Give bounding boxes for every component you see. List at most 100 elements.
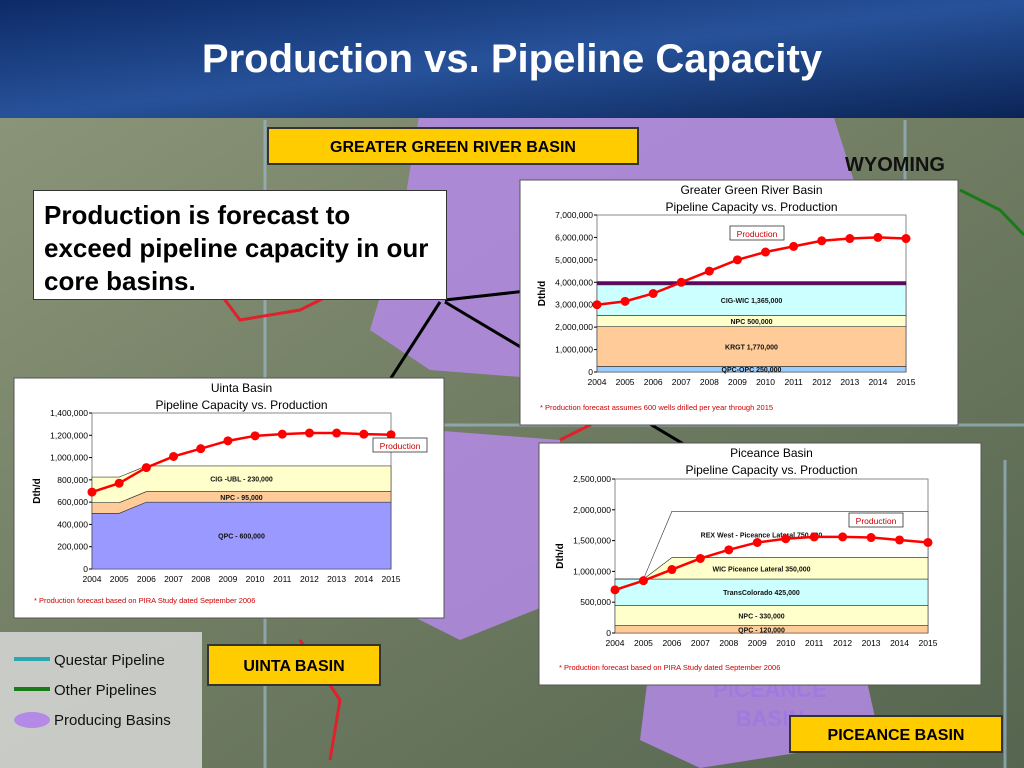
- capacity-label: NPC 500,000: [730, 319, 772, 326]
- x-tick-label: 2005: [634, 638, 653, 648]
- callout: Production is forecast to exceed pipelin…: [33, 190, 447, 300]
- x-tick-label: 2014: [868, 377, 887, 387]
- series-label: Production: [856, 516, 897, 526]
- legend-label: Other Pipelines: [54, 682, 157, 699]
- x-tick-label: 2010: [246, 574, 265, 584]
- production-point: [724, 545, 734, 555]
- production-point: [817, 236, 827, 246]
- x-tick-label: 2013: [862, 638, 881, 648]
- production-point: [923, 537, 933, 547]
- legend-label: Questar Pipeline: [54, 652, 165, 669]
- x-tick-label: 2011: [273, 574, 292, 584]
- legend-label: Producing Basins: [54, 712, 171, 729]
- y-tick-label: 0: [606, 628, 611, 638]
- x-tick-label: 2012: [300, 574, 319, 584]
- y-tick-label: 2,500,000: [573, 474, 611, 484]
- production-point: [901, 234, 911, 244]
- x-tick-label: 2004: [606, 638, 625, 648]
- production-point: [781, 534, 791, 544]
- series-label-box: [729, 225, 785, 241]
- production-point: [667, 565, 677, 575]
- chart-title: Piceance Basin: [730, 446, 813, 460]
- x-tick-label: 2013: [840, 377, 859, 387]
- chart-subtitle: Pipeline Capacity vs. Production: [685, 463, 857, 477]
- x-tick-label: 2005: [616, 377, 635, 387]
- production-point: [196, 444, 206, 454]
- legend-box: [0, 632, 202, 768]
- y-tick-label: 2,000,000: [555, 322, 593, 332]
- x-tick-label: 2014: [890, 638, 909, 648]
- y-tick-label: 2,000,000: [573, 505, 611, 515]
- capacity-label: QPC - 120,000: [738, 627, 785, 634]
- x-tick-label: 2009: [728, 377, 747, 387]
- x-tick-label: 2015: [919, 638, 938, 648]
- x-tick-label: 2004: [588, 377, 607, 387]
- production-point: [141, 463, 151, 473]
- series-label-box: [848, 512, 904, 528]
- production-line: [91, 431, 392, 494]
- production-point: [809, 532, 819, 542]
- x-tick-label: 2008: [719, 638, 738, 648]
- x-tick-label: 2006: [137, 574, 156, 584]
- x-tick-label: 2013: [327, 574, 346, 584]
- capacity-label: CIG -UBL - 230,000: [210, 477, 273, 484]
- y-tick-label: 6,000,000: [555, 232, 593, 242]
- y-tick-label: 5,000,000: [555, 255, 593, 265]
- x-tick-label: 2015: [897, 377, 916, 387]
- x-tick-label: 2007: [691, 638, 710, 648]
- x-tick-label: 2009: [218, 574, 237, 584]
- production-point: [761, 247, 771, 257]
- production-point: [866, 533, 876, 543]
- y-tick-label: 600,000: [57, 497, 88, 507]
- y-tick-label: 800,000: [57, 475, 88, 485]
- capacity-label: QPC-OPC 250,000: [722, 367, 782, 374]
- production-point: [304, 428, 314, 438]
- x-tick-label: 2009: [748, 638, 767, 648]
- legend-swatch: [14, 712, 50, 728]
- y-tick-label: 500,000: [580, 597, 611, 607]
- title-bar: [0, 0, 1024, 118]
- x-tick-label: 2011: [784, 377, 803, 387]
- production-point: [638, 576, 648, 586]
- footnote: * Production forecast based on PIRA Stud…: [559, 663, 780, 672]
- legend-swatch: [14, 657, 50, 661]
- chart-subtitle: Pipeline Capacity vs. Production: [665, 200, 837, 214]
- production-point: [752, 537, 762, 547]
- capacity-label: TransColorado 425,000: [723, 590, 800, 597]
- capacity-area: [615, 511, 929, 580]
- y-tick-label: 1,000,000: [50, 453, 88, 463]
- x-tick-label: 2010: [756, 377, 775, 387]
- basin-label: PICEANCE BASIN: [828, 727, 965, 744]
- production-point: [695, 553, 705, 563]
- production-point: [332, 428, 342, 438]
- x-tick-label: 2011: [805, 638, 824, 648]
- x-tick-label: 2007: [672, 377, 691, 387]
- production-point: [789, 241, 799, 251]
- y-tick-label: 1,000,000: [555, 345, 593, 355]
- production-point: [610, 585, 620, 595]
- basin-label-box: [267, 127, 639, 165]
- production-point: [620, 296, 630, 306]
- production-point: [114, 478, 124, 488]
- capacity-area: [91, 465, 392, 503]
- production-line: [596, 236, 907, 306]
- production-point: [87, 487, 97, 497]
- x-tick-label: 2012: [833, 638, 852, 648]
- production-point: [223, 436, 233, 446]
- y-tick-label: 3,000,000: [555, 300, 593, 310]
- slide-title: Production vs. Pipeline Capacity: [202, 37, 823, 81]
- x-tick-label: 2010: [776, 638, 795, 648]
- series-label-box: [372, 437, 428, 453]
- y-axis-label: Dth/d: [555, 543, 566, 569]
- basin-label: UINTA BASIN: [243, 658, 344, 675]
- y-axis-label: Dth/d: [32, 478, 43, 504]
- production-point: [648, 289, 658, 298]
- chart-title: Uinta Basin: [211, 381, 272, 395]
- x-tick-label: 2014: [354, 574, 373, 584]
- basin-label-box: [789, 715, 1003, 753]
- legend-swatch: [14, 687, 50, 691]
- x-tick-label: 2005: [110, 574, 129, 584]
- capacity-label: REX West - Piceance Lateral 750,000: [701, 532, 823, 539]
